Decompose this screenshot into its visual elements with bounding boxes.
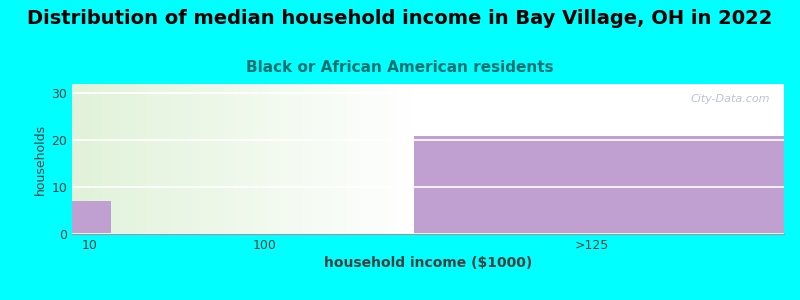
Text: Black or African American residents: Black or African American residents	[246, 60, 554, 75]
Text: City-Data.com: City-Data.com	[690, 94, 770, 104]
X-axis label: household income ($1000): household income ($1000)	[324, 256, 532, 270]
Bar	[72, 201, 111, 234]
Y-axis label: households: households	[34, 123, 47, 195]
Bar	[414, 136, 784, 234]
Text: Distribution of median household income in Bay Village, OH in 2022: Distribution of median household income …	[27, 9, 773, 28]
